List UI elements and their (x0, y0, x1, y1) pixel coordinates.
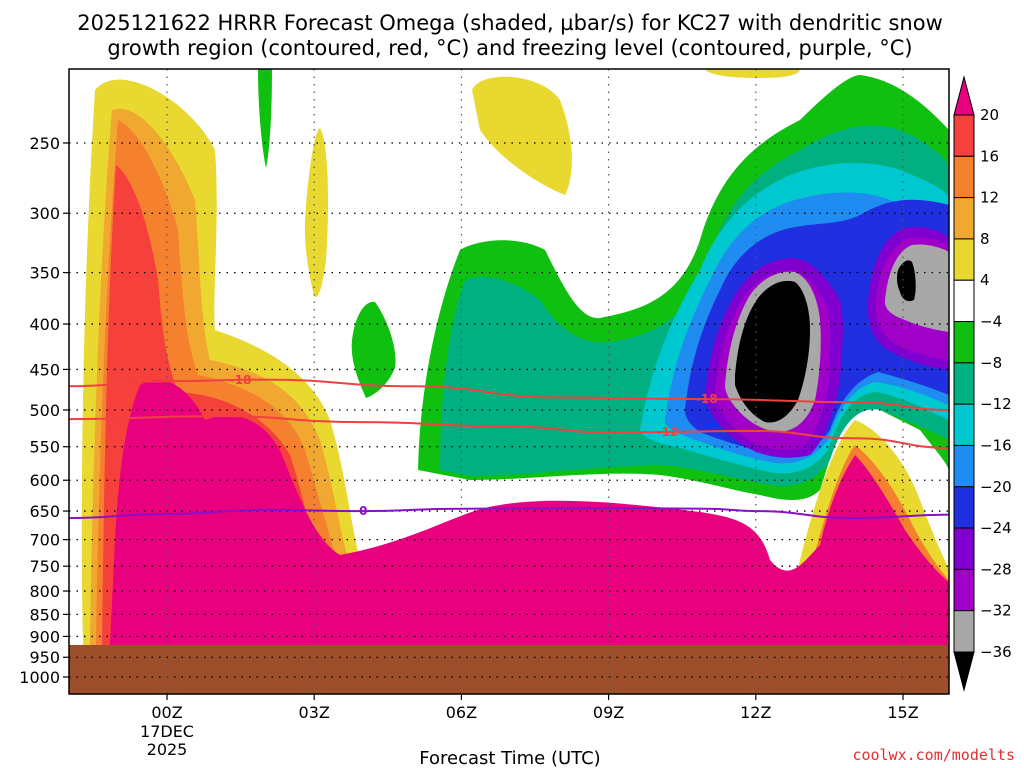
y-tick-label: 600 (29, 471, 60, 490)
colorbar-label: −4 (980, 313, 1002, 331)
chart-title-line1: 2025121622 HRRR Forecast Omega (shaded, … (77, 11, 943, 35)
colorbar-label: −8 (980, 354, 1002, 372)
colorbar-swatch (953, 444, 975, 488)
x-axis-label: Forecast Time (UTC) (419, 748, 600, 768)
colorbar-swatch (953, 527, 975, 570)
colorbar-swatch (953, 114, 975, 157)
y-tick-label: 700 (29, 531, 60, 550)
colorbar-label: −16 (980, 436, 1012, 454)
colorbar-label: 4 (980, 271, 990, 289)
dgz-contour-label: -12 (657, 425, 679, 439)
y-tick-label: 850 (29, 605, 60, 624)
y-tick-label: 750 (29, 557, 60, 576)
y-tick-label: 950 (29, 648, 60, 667)
omega-contour-20 (110, 379, 949, 645)
omega-shading: -18 -18 -12 0 (69, 69, 949, 694)
x-tick-label: 06Z (446, 703, 477, 722)
freezing-level-line (69, 507, 949, 520)
colorbar-swatch (953, 362, 975, 405)
colorbar-swatch (953, 155, 975, 199)
x-tick-label: 03Z (299, 703, 330, 722)
freezing-level-label: 0 (359, 504, 367, 518)
colorbar-label: −20 (980, 478, 1012, 496)
colorbar-swatch (953, 651, 975, 692)
colorbar-label: −36 (980, 643, 1012, 661)
time-axis: 00Z 03Z 06Z 09Z 12Z 15Z (151, 694, 919, 722)
omega-contour-4-finger (304, 128, 328, 297)
y-tick-label: 400 (29, 315, 60, 334)
dgz-contour-line (69, 415, 949, 450)
colorbar: 20 16 12 8 4 −4 −8 −12 −16 −20 −24 −28 −32 −36 (953, 75, 1012, 692)
colorbar-label: 16 (980, 147, 999, 165)
x-date-day: 17DEC (140, 722, 194, 741)
ground-terrain (69, 645, 949, 694)
x-tick-label: 15Z (887, 703, 918, 722)
y-tick-label: 900 (29, 627, 60, 646)
colorbar-swatch (953, 610, 975, 653)
y-tick-label: 550 (29, 438, 60, 457)
omega-contour-neg36 (735, 280, 810, 423)
y-tick-label: 650 (29, 502, 60, 521)
dendritic-growth-contours: -18 -18 -12 (69, 373, 949, 450)
colorbar-swatch (953, 403, 975, 446)
y-tick-label: 450 (29, 360, 60, 379)
colorbar-swatch (953, 486, 975, 529)
freezing-level-contour: 0 (69, 504, 949, 520)
omega-contour-neg4-spike (258, 69, 272, 168)
pressure-axis: 250 300 350 400 450 500 550 600 650 700 750 800 850 9… (19, 134, 69, 687)
dgz-contour-label: -18 (696, 392, 718, 406)
plot-frame (68, 68, 950, 695)
x-date-year: 2025 (147, 740, 188, 759)
colorbar-swatch (953, 279, 975, 323)
dgz-contour-label: -18 (230, 373, 252, 387)
y-tick-label: 1000 (19, 668, 60, 687)
colorbar-label: 8 (980, 230, 990, 248)
x-tick-label: 00Z (151, 703, 182, 722)
omega-contour-neg4-small (351, 301, 396, 398)
y-tick-label: 250 (29, 134, 60, 153)
dgz-contour-line (69, 378, 949, 411)
colorbar-swatch (953, 568, 975, 612)
colorbar-label: 12 (980, 189, 999, 207)
colorbar-label: −12 (980, 395, 1012, 413)
colorbar-label: 20 (980, 106, 999, 124)
colorbar-label: −28 (980, 560, 1012, 578)
y-tick-label: 300 (29, 204, 60, 223)
colorbar-label: −24 (980, 519, 1012, 537)
x-tick-label: 12Z (740, 703, 771, 722)
colorbar-swatch (953, 238, 975, 281)
y-tick-label: 500 (29, 401, 60, 420)
colorbar-swatch (953, 75, 975, 116)
omega-contour-neg36-right (896, 260, 916, 302)
y-tick-label: 800 (29, 582, 60, 601)
y-tick-label: 350 (29, 264, 60, 283)
credit-link[interactable]: coolwx.com/modelts (852, 746, 1015, 764)
omega-contour-4-top (472, 76, 572, 195)
omega-contour-4-topright (705, 69, 800, 78)
colorbar-label: −32 (980, 602, 1012, 620)
chart-title-line2: growth region (contoured, red, °C) and f… (107, 36, 912, 60)
x-tick-label: 09Z (593, 703, 624, 722)
colorbar-swatch (953, 321, 975, 364)
colorbar-swatch (953, 197, 975, 240)
